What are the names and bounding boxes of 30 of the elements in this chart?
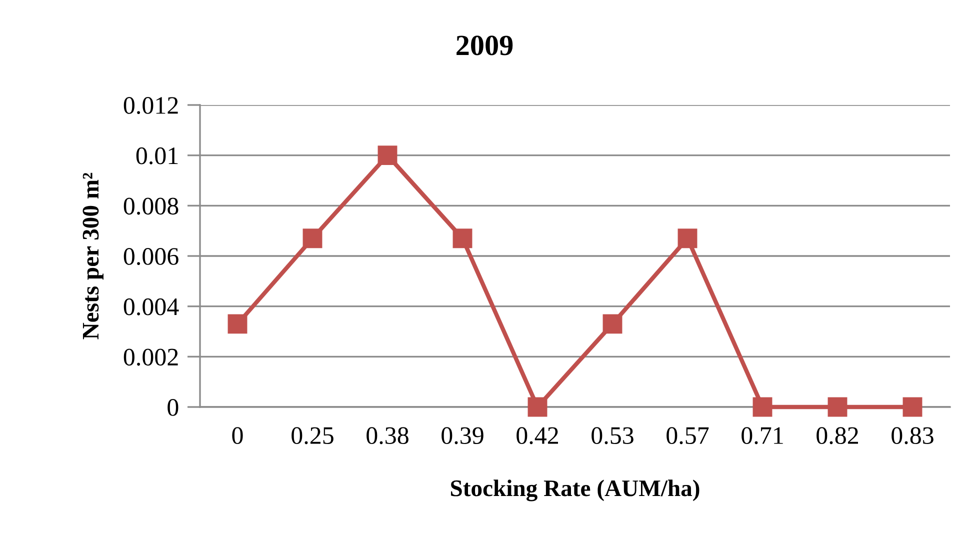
x-tick-label: 0.82 xyxy=(816,427,858,444)
y-tick-label: 0.002 xyxy=(124,348,178,366)
point xyxy=(228,314,248,334)
y-tick-label: 0 xyxy=(168,399,178,416)
point xyxy=(902,397,922,417)
x-tick-label: 0.83 xyxy=(892,427,934,444)
x-tick-label: 0 xyxy=(232,427,243,444)
y-tick-label: 0.012 xyxy=(124,97,178,114)
point xyxy=(602,314,622,334)
x-tick-label: 0.25 xyxy=(292,427,334,444)
x-tick-label: 0.71 xyxy=(742,427,783,444)
point xyxy=(678,228,698,248)
point xyxy=(452,228,472,248)
y-tick-label: 0.01 xyxy=(136,147,178,164)
y-tick-label: 0.004 xyxy=(124,298,179,316)
x-axis-title: Stocking Rate (AUM/ha) xyxy=(451,480,700,502)
point xyxy=(302,228,322,248)
point xyxy=(528,397,548,417)
y-axis-title: Nests per 300 m² xyxy=(82,172,104,340)
x-tick-label: 0.38 xyxy=(366,427,408,444)
y-tick-label: 0.008 xyxy=(124,198,178,215)
x-tick-label: 0.53 xyxy=(592,427,634,444)
point xyxy=(828,397,848,417)
point xyxy=(378,146,398,166)
x-tick-label: 0.57 xyxy=(666,427,709,444)
chart-title: 2009 xyxy=(456,36,513,56)
x-tick-label: 0.42 xyxy=(516,427,558,444)
x-tick-label: 0.39 xyxy=(442,427,484,444)
y-tick-label: 0.006 xyxy=(124,248,178,266)
point xyxy=(752,397,772,417)
